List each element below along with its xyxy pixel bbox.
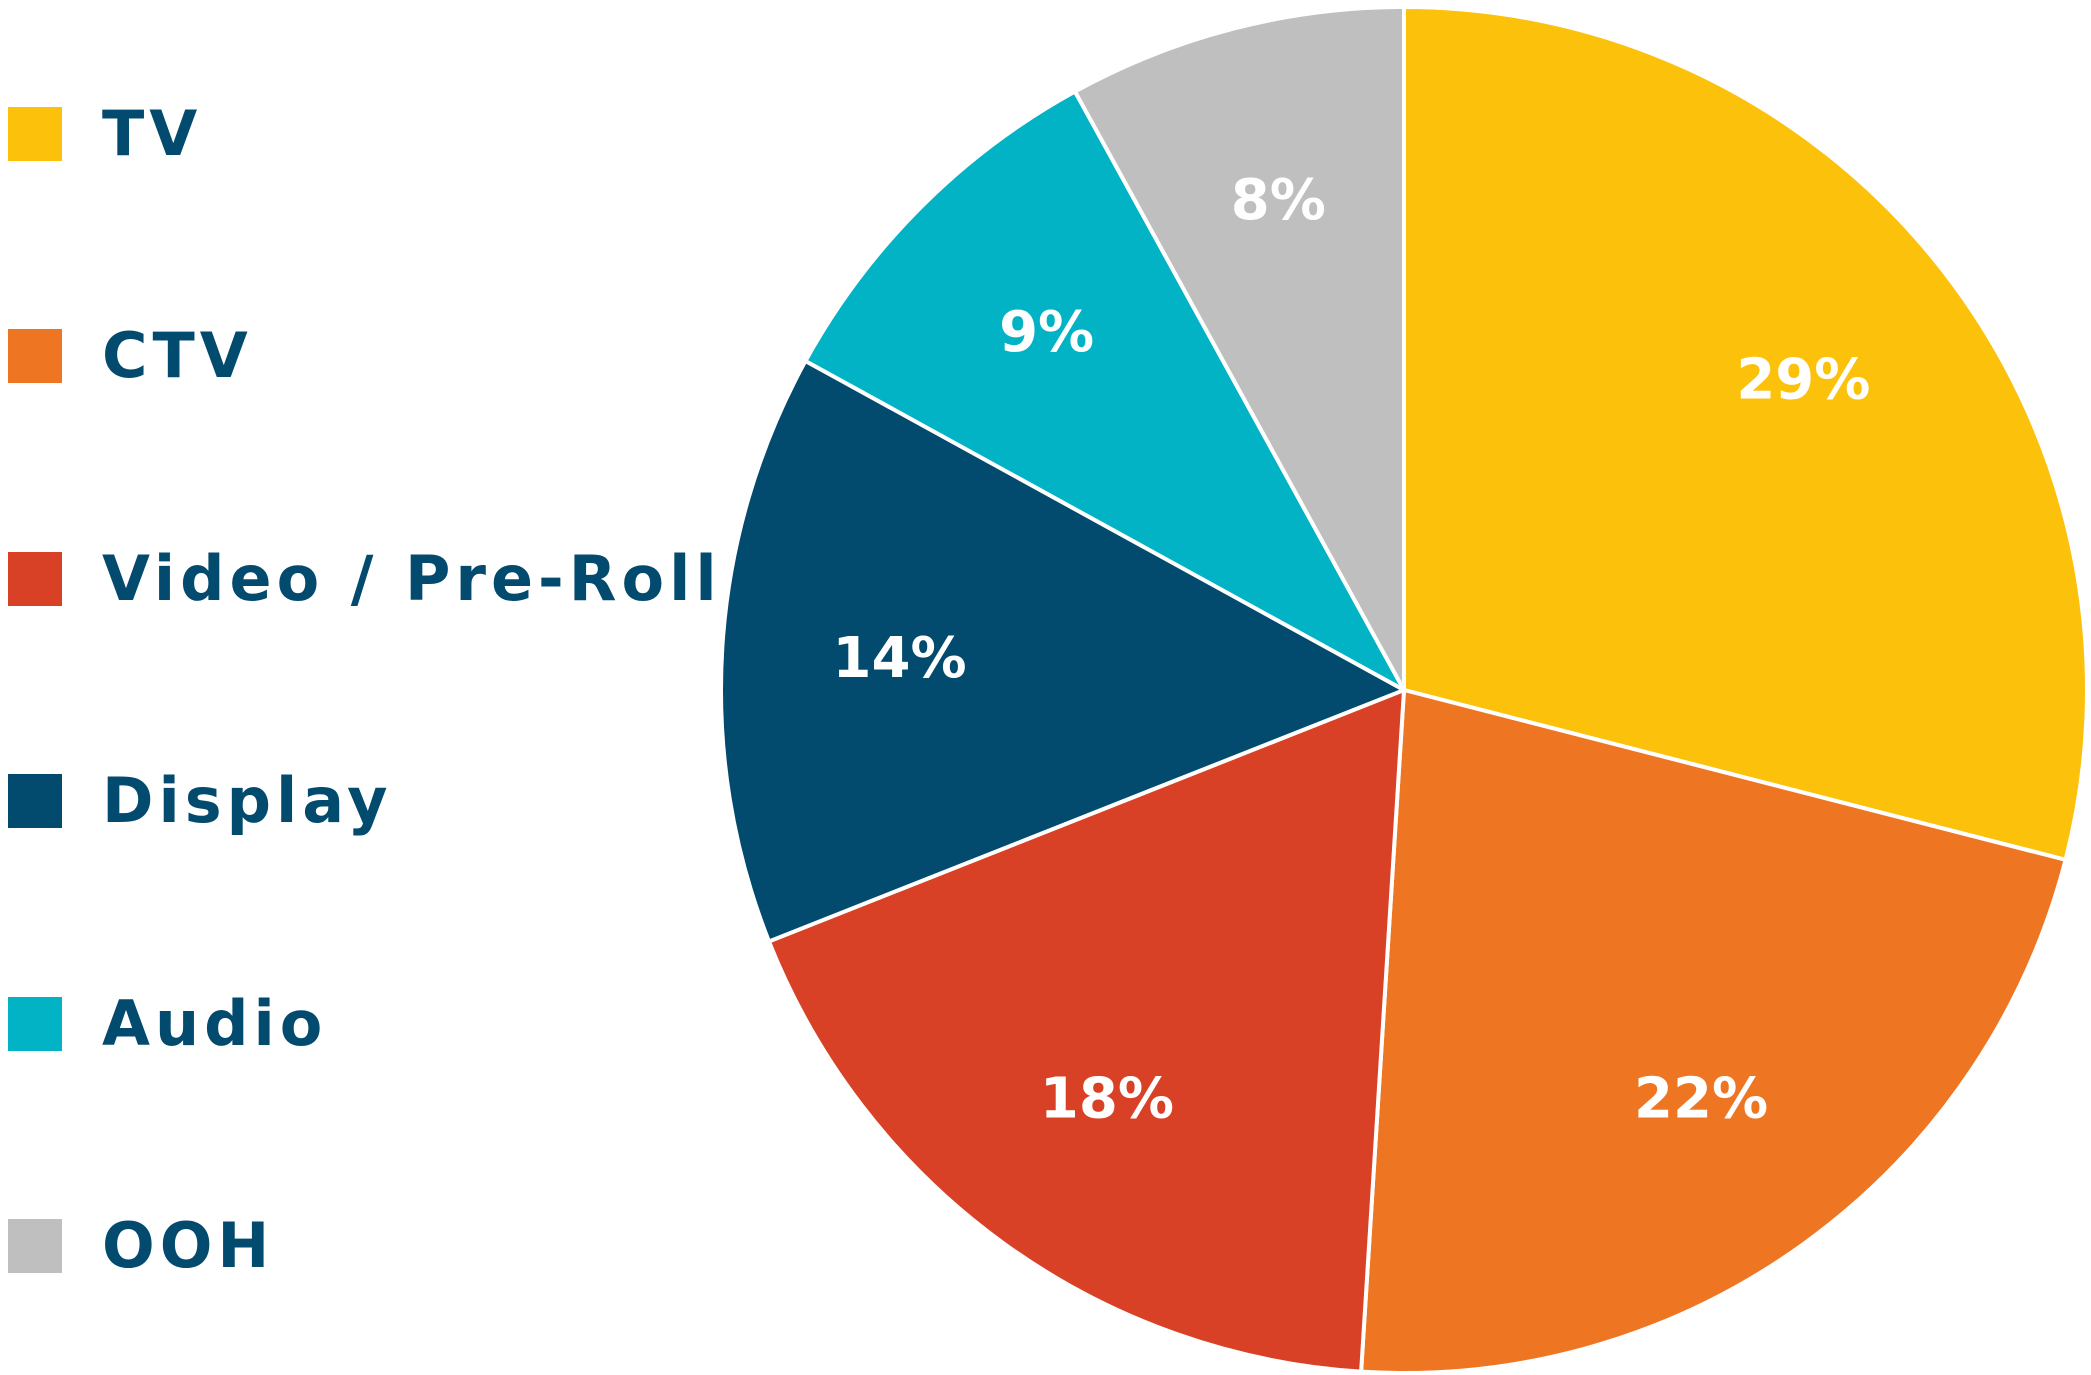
legend-label-audio: Audio <box>102 987 328 1060</box>
legend-label-ctv: CTV <box>102 319 253 392</box>
pie-slice-label-audio: 9% <box>999 300 1094 365</box>
legend: TV CTV Video / Pre-Roll Display Audio OO… <box>8 0 717 1375</box>
legend-swatch-ctv <box>8 329 62 383</box>
legend-item-ooh: OOH <box>8 1215 274 1277</box>
legend-swatch-tv <box>8 107 62 161</box>
pie-slice-labels: 29% 22% 18% 14% 9% 8% <box>833 168 1871 1131</box>
legend-label-tv: TV <box>102 97 203 170</box>
pie-slice-display <box>719 358 1406 944</box>
legend-swatch-ooh <box>8 1219 62 1273</box>
legend-item-audio: Audio <box>8 993 327 1055</box>
legend-swatch-audio <box>8 997 62 1051</box>
legend-swatch-display <box>8 774 62 828</box>
pie-slice-label-ooh: 8% <box>1231 168 1326 233</box>
pie-slice-ctv <box>1359 688 2068 1375</box>
pie-slice-video-pre-roll <box>766 688 1406 1374</box>
legend-swatch-video-pre-roll <box>8 552 62 606</box>
legend-label-display: Display <box>102 764 393 837</box>
pie-slice-label-video-pre-roll: 18% <box>1040 1066 1174 1131</box>
pie-slice-audio <box>803 89 1406 692</box>
legend-item-tv: TV <box>8 103 202 165</box>
legend-item-ctv: CTV <box>8 325 253 387</box>
pie-slice-label-display: 14% <box>833 626 967 691</box>
pie-slice-label-tv: 29% <box>1736 348 1870 413</box>
pie-slice-label-ctv: 22% <box>1634 1066 1768 1131</box>
legend-label-ooh: OOH <box>102 1209 275 1282</box>
pie-slice-ooh <box>1072 5 1406 692</box>
legend-label-video-pre-roll: Video / Pre-Roll <box>102 542 722 615</box>
pie-slice-tv <box>1402 5 2089 862</box>
legend-item-display: Display <box>8 770 393 832</box>
pie-slices <box>719 5 2089 1375</box>
legend-item-video-pre-roll: Video / Pre-Roll <box>8 548 722 610</box>
